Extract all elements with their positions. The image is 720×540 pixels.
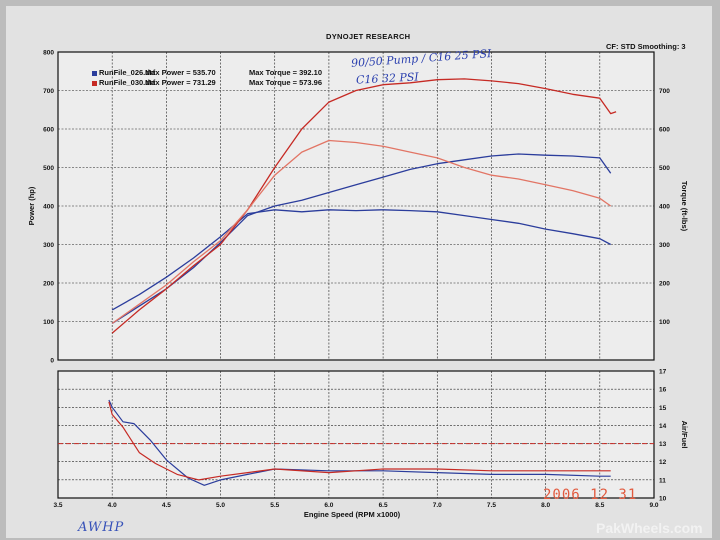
torque-tick-label: 400 (659, 204, 670, 211)
dyno-chart-svg: 0 100 200 300 400 500 600 700 800 100 200 300 400 500… (27, 50, 689, 520)
rpm-axis-label: Engine Speed (RPM x1000) (304, 510, 401, 519)
handwritten-signature: AWHP (78, 520, 125, 535)
rpm-tick-label: 7.0 (433, 502, 442, 509)
power-tick-label: 0 (50, 358, 54, 365)
afr-plot-frame (57, 370, 655, 499)
rpm-tick-label: 4.0 (108, 502, 117, 509)
power-tick-label: 500 (43, 165, 54, 172)
rpm-tick-label: 8.5 (595, 502, 604, 509)
power-tick-label: 100 (43, 319, 54, 326)
legend-row-run026: RunFile_026.drf Max Power = 535.70 Max T… (92, 68, 322, 78)
rpm-tick-label: 6.0 (324, 502, 333, 509)
afr-line-runfile-030-drf-a-f (108, 401, 611, 481)
torque-tick-label: 200 (659, 281, 670, 288)
legend-file-run030: RunFile_030.drf (99, 78, 156, 87)
torque-tick-label: 300 (659, 242, 670, 249)
afr-tick-label: 11 (659, 477, 666, 484)
power-axis-label: Power (hp) (27, 186, 36, 225)
camera-datestamp: 2006 12 31 (543, 487, 638, 503)
watermark: PakWheels.com (596, 520, 703, 536)
power-tick-label: 300 (43, 242, 54, 249)
rpm-tick-label: 5.5 (270, 502, 279, 509)
torque-tick-label: 500 (659, 165, 670, 172)
afr-tick-label: 14 (659, 423, 667, 430)
legend-torque-run026: Max Torque = 392.10 (249, 68, 323, 77)
torque-tick-label: 600 (659, 127, 670, 134)
series-line-runfile-030-drf-power (111, 78, 617, 334)
afr-tick-label: 13 (659, 441, 667, 448)
rpm-tick-label: 6.5 (379, 502, 388, 509)
chart-legend: RunFile_026.drf Max Power = 535.70 Max T… (92, 68, 322, 88)
rpm-tick-label: 8.0 (541, 502, 550, 509)
power-tick-label: 200 (43, 281, 54, 288)
legend-swatch-run026 (92, 70, 97, 76)
power-tick-label: 400 (43, 204, 54, 211)
torque-tick-label: 100 (659, 319, 670, 326)
torque-axis-label: Torque (ft-lbs) (680, 181, 689, 232)
power-tick-label: 700 (43, 88, 54, 95)
torque-tick-label: 700 (659, 88, 670, 95)
afr-tick-label: 17 (659, 369, 667, 376)
afr-tick-label: 10 (659, 496, 667, 503)
legend-torque-run030: Max Torque = 573.96 (249, 78, 323, 87)
legend-power-run030: Max Power = 731.29 (145, 78, 216, 87)
series-line-runfile-026-drf-torque (111, 209, 612, 311)
series-line-runfile-026-drf-power (111, 153, 612, 324)
power-tick-label: 800 (43, 50, 54, 57)
legend-row-run030: RunFile_030.drf Max Power = 731.29 Max T… (92, 78, 322, 88)
rpm-tick-label: 7.5 (487, 502, 496, 509)
legend-power-run026: Max Power = 535.70 (145, 68, 216, 77)
rpm-tick-label: 5.0 (216, 502, 225, 509)
report-title: DYNOJET RESEARCH (326, 32, 411, 41)
legend-file-run026: RunFile_026.drf (99, 68, 156, 77)
series-line-runfile-030-drf-torque (111, 139, 612, 324)
rpm-tick-label: 9.0 (649, 502, 658, 509)
afr-line-runfile-026-drf-a-f (108, 399, 611, 486)
afr-axis-label: Air/Fuel (680, 421, 689, 449)
rpm-tick-label: 3.5 (53, 502, 62, 509)
dyno-sheet: 0 100 200 300 400 500 600 700 800 100 200 300 400 500… (6, 6, 712, 538)
afr-tick-label: 16 (659, 387, 667, 394)
power-tick-label: 600 (43, 127, 54, 134)
legend-swatch-run030 (92, 80, 97, 86)
correction-factor-text: CF: STD Smoothing: 3 (606, 42, 686, 51)
afr-tick-label: 12 (659, 459, 667, 466)
rpm-tick-label: 4.5 (162, 502, 171, 509)
afr-tick-label: 15 (659, 405, 667, 412)
